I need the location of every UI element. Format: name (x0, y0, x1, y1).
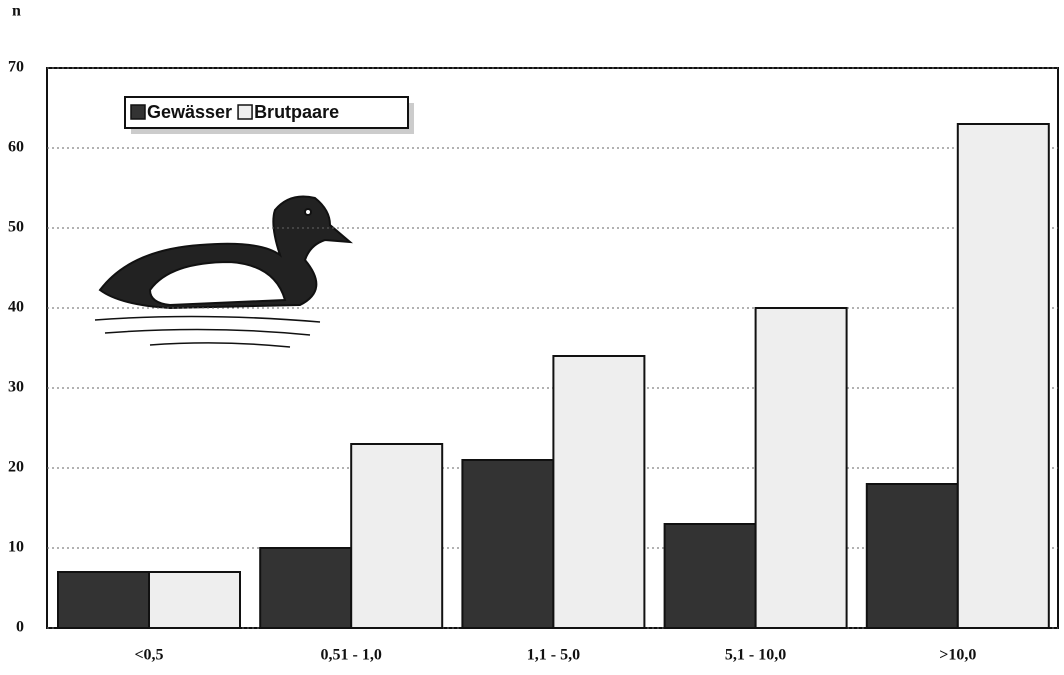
bar (148, 571, 241, 629)
x-tick-label: 5,1 - 10,0 (725, 647, 786, 664)
y-tick-label: 40 (8, 299, 24, 316)
bar (350, 443, 444, 629)
bar (57, 571, 150, 629)
legend-label: Brutpaare (254, 102, 339, 122)
bar (956, 123, 1050, 629)
bar (663, 523, 757, 629)
bar (259, 547, 353, 629)
legend-swatch (237, 104, 253, 120)
y-tick-label: 0 (16, 619, 24, 636)
x-tick-label: 0,51 - 1,0 (321, 647, 382, 664)
y-tick-label: 70 (8, 59, 24, 76)
y-axis-label: n (12, 3, 21, 20)
x-tick-label: 1,1 - 5,0 (527, 647, 580, 664)
duck-illustration (94, 195, 354, 348)
legend (124, 96, 409, 129)
bar (552, 355, 646, 629)
y-tick-label: 10 (8, 539, 24, 556)
y-tick-label: 50 (8, 219, 24, 236)
y-tick-label: 60 (8, 139, 24, 156)
legend-swatch (130, 104, 146, 120)
x-tick-label: >10,0 (939, 647, 976, 664)
x-tick-label: <0,5 (134, 647, 163, 664)
y-tick-label: 20 (8, 459, 24, 476)
bar (754, 307, 848, 629)
bar (865, 483, 959, 629)
y-tick-label: 30 (8, 379, 24, 396)
legend-label: Gewässer (147, 102, 232, 122)
bar (461, 459, 555, 629)
